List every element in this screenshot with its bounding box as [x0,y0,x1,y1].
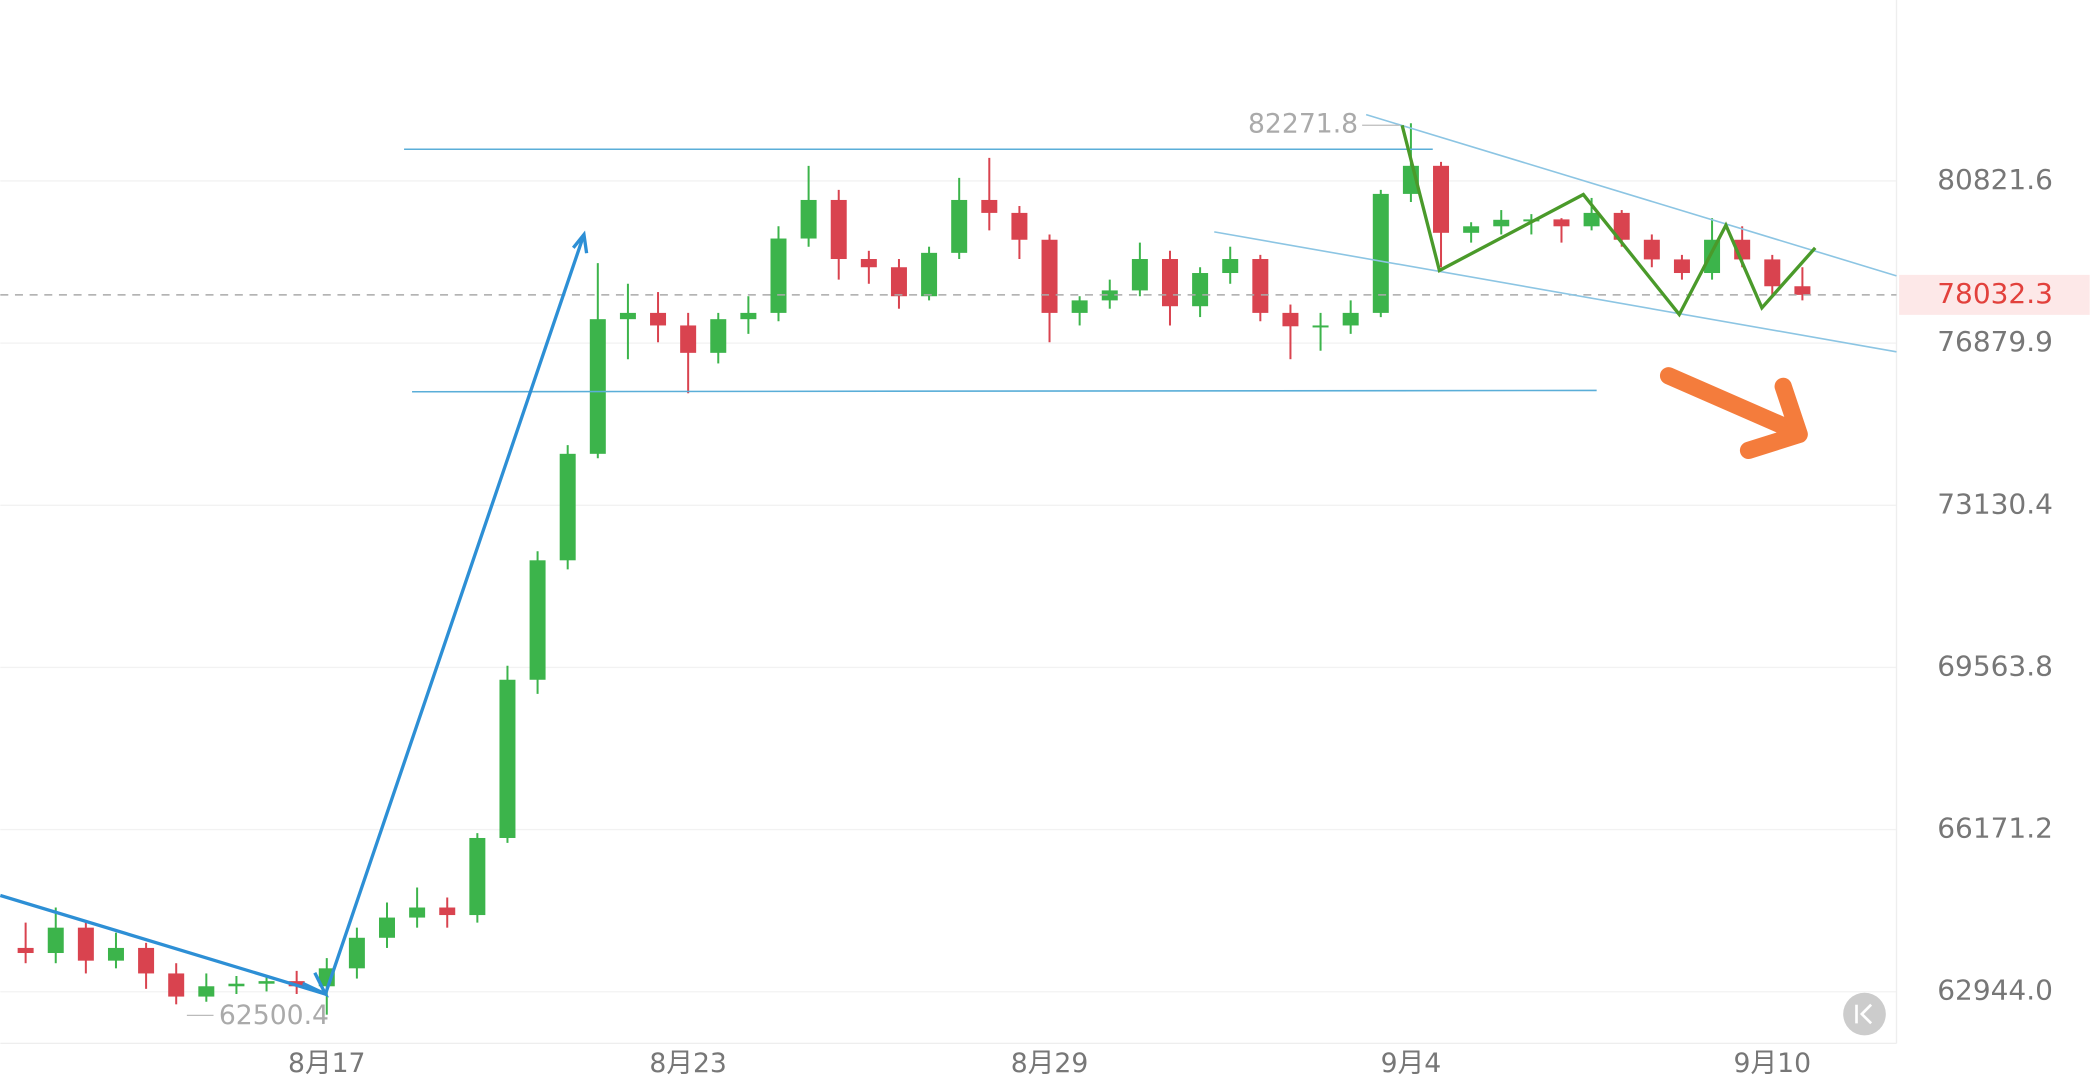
candle-body [770,238,787,313]
support-line [412,389,1597,393]
x-tick-label: 8月29 [1011,1048,1089,1079]
y-tick-label: 80821.6 [1937,163,2053,196]
candle-body [890,267,907,297]
channel-top [1365,113,1897,277]
candle-body [860,259,877,268]
down-arrow-head [1739,377,1808,460]
candle-body [1673,259,1690,274]
candle-body [529,560,546,680]
candle-body [1553,219,1570,227]
candle-body [77,927,94,961]
x-tick-label: 9月4 [1381,1048,1442,1079]
max-label: 82271.8 [1248,109,1358,140]
candle-body [1463,226,1480,233]
candle-body [17,947,34,954]
candle-body [439,907,456,916]
candle-body [1131,259,1148,291]
candle-body [499,679,516,838]
candle-body [559,453,576,561]
collapse-icon [1859,1003,1873,1025]
candle-body [619,312,636,320]
candle-body [1583,212,1600,227]
y-tick-label: 76879.9 [1937,325,2053,358]
down-arrow [1659,367,1806,441]
candle-body [409,907,426,918]
candle-body [228,983,245,987]
candle-body [1041,239,1058,313]
candle-body [1493,219,1510,227]
candle-body [921,252,938,297]
collapse-button[interactable] [1843,992,1886,1036]
x-tick-label: 8月23 [649,1048,727,1079]
candle-body [650,312,667,326]
candle-body [680,325,697,353]
y-tick-label: 73130.4 [1937,487,2053,520]
candle-body [1161,259,1178,307]
candle-body [1794,286,1811,295]
x-tick-label: 9月10 [1734,1048,1811,1079]
candle-body [1764,259,1781,287]
arrow-head [302,971,330,998]
candles [0,123,1897,1015]
candle-body [589,319,606,454]
candle-body [379,917,396,938]
candle-body [1282,312,1299,327]
candle-body [830,199,847,260]
candle-body [1342,312,1359,326]
y-tick-label: 62944.0 [1937,974,2053,1007]
y-tick-label: 66171.2 [1937,812,2053,845]
min-label: 62500.4 [219,1000,329,1031]
candle-body [740,312,757,320]
last-price-box [1899,274,2090,315]
candle-body [258,981,275,984]
wave-pattern [1400,124,1817,318]
candle-body [1222,259,1239,274]
ticks: 62944.0 66171.2 69563.8 73130.4 76879.9 80821… [288,163,2090,1079]
candle-body [107,947,124,961]
candle-body [47,927,64,954]
candle-body [168,973,185,997]
last-price-label: 78032.3 [1937,277,2053,310]
candle-body [138,947,155,974]
candle-body [1704,239,1721,274]
grid [0,180,1897,993]
x-tick-label: 8月17 [288,1048,366,1079]
candle-body [1433,165,1450,233]
candle-body [1252,259,1269,313]
candle-body [1101,290,1118,301]
candle-body [951,199,968,253]
candle-body [198,986,215,997]
arrow-head [571,230,589,254]
candle-body [1643,239,1660,260]
candle-body [710,319,727,353]
candle-body [981,199,998,213]
candle-body [1192,273,1209,307]
channel-bottom [1214,231,1897,353]
candle-body [1071,300,1088,313]
candle-body [1372,193,1389,313]
trend-arrow [0,233,586,997]
y-tick-label: 69563.8 [1937,649,2053,682]
candle-body [1613,212,1630,240]
candle-body [1011,212,1028,240]
candle-body [469,837,486,916]
candle-body [1312,325,1329,328]
candle-body [348,937,365,969]
candle-body [800,199,817,239]
